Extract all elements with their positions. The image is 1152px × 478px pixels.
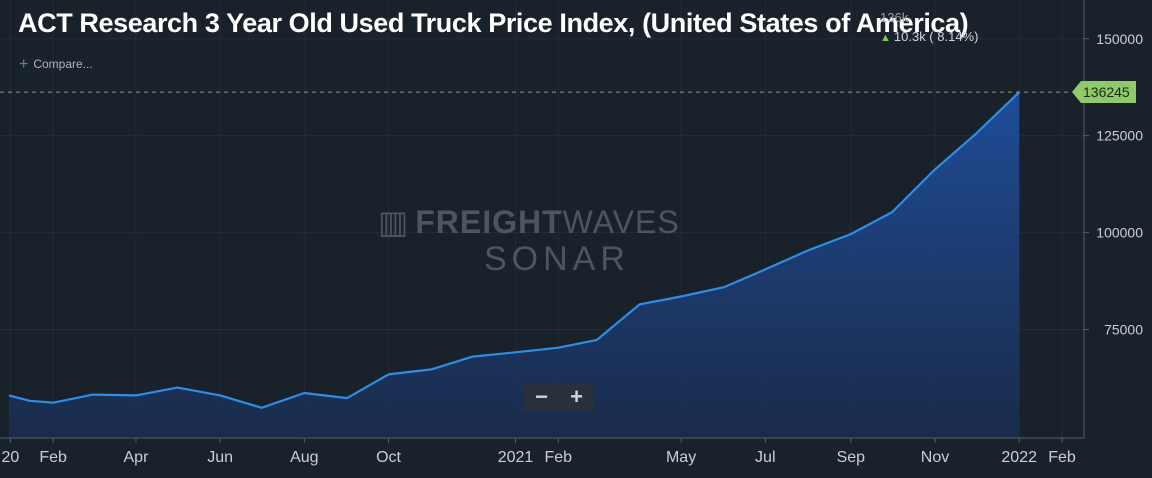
data-point <box>50 400 56 406</box>
data-point <box>428 366 434 372</box>
data-point <box>805 247 811 253</box>
x-tick-label: May <box>666 449 696 466</box>
x-tick-label: Nov <box>921 449 949 466</box>
compare-button[interactable]: + Compare... <box>19 56 93 74</box>
x-tick-label: Feb <box>544 449 572 466</box>
chart-title: ACT Research 3 Year Old Used Truck Price… <box>18 8 969 38</box>
data-point <box>721 284 727 290</box>
watermark-word-light: WAVES <box>562 204 680 240</box>
data-point <box>1016 89 1022 95</box>
x-tick-label: Sep <box>837 449 866 466</box>
zoom-in-button[interactable]: + <box>570 384 583 409</box>
data-point <box>637 301 643 307</box>
axes-layer: 75000 100000 125000 150000 20 Feb Apr Jun Aug Oct… <box>0 0 1143 466</box>
data-point <box>932 166 938 172</box>
x-tick-label: Apr <box>124 449 150 466</box>
data-point <box>174 385 180 391</box>
data-point <box>889 209 895 215</box>
data-point <box>217 392 223 398</box>
x-tick-label: Feb <box>1048 449 1076 466</box>
watermark-sonar: SONAR <box>484 240 630 278</box>
compare-label: Compare... <box>33 57 93 71</box>
series-area-fill <box>9 92 1020 438</box>
data-point <box>259 405 265 411</box>
zoom-out-button[interactable]: − <box>535 384 548 409</box>
x-tick-label: Feb <box>39 449 67 466</box>
data-point <box>555 345 561 351</box>
data-point <box>973 130 979 136</box>
current-value-short: 136k <box>880 10 909 25</box>
up-arrow-icon: ▲ <box>880 32 891 44</box>
data-point <box>594 337 600 343</box>
data-point <box>344 395 350 401</box>
data-point <box>6 392 12 398</box>
price-tag-label: 136245 <box>1081 81 1136 104</box>
last-price-tag: 136245 <box>1072 81 1136 104</box>
x-tick-label: Jun <box>207 449 233 466</box>
x-tick-label: Jul <box>755 449 775 466</box>
data-point <box>512 349 518 355</box>
logo-bars-icon: ▥ <box>378 204 410 240</box>
x-tick-label: 2021 <box>498 449 534 466</box>
data-point <box>678 294 684 300</box>
x-tick-label: 2022 <box>1001 449 1037 466</box>
data-point <box>848 231 854 237</box>
watermark-logo: ▥ FREIGHTWAVES <box>378 203 680 241</box>
data-point <box>762 266 768 272</box>
watermark-word-bold: FREIGHT <box>415 204 563 240</box>
data-point <box>27 398 33 404</box>
data-point <box>133 392 139 398</box>
data-point <box>386 371 392 377</box>
x-tick-label: Aug <box>290 449 318 466</box>
plus-icon: + <box>19 56 29 73</box>
y-tick-label: 125000 <box>1096 128 1143 144</box>
data-point <box>90 392 96 398</box>
change-text: 10.3k ( 8.14%) <box>893 29 979 44</box>
y-tick-label: 150000 <box>1096 31 1143 47</box>
change-indicator: ▲ 10.3k ( 8.14%) <box>880 29 978 44</box>
data-point <box>301 390 307 396</box>
zoom-controls: − + <box>524 383 594 411</box>
y-tick-label: 75000 <box>1104 321 1143 337</box>
data-point <box>470 354 476 360</box>
x-tick-label: 20 <box>1 449 19 466</box>
x-tick-label: Oct <box>376 449 401 466</box>
price-tag-pointer <box>1072 81 1081 104</box>
series-line[interactable] <box>8 91 1020 409</box>
y-tick-label: 100000 <box>1096 225 1143 241</box>
